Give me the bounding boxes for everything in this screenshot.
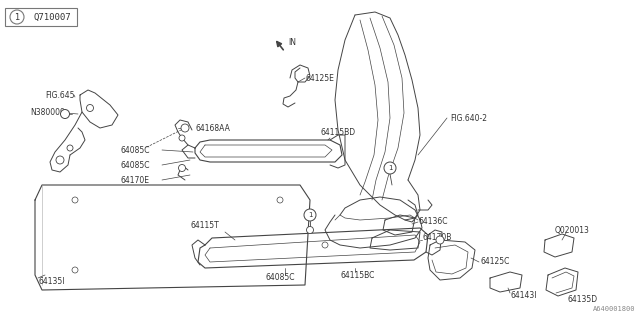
Text: 1: 1: [308, 212, 312, 218]
Text: 64170B: 64170B: [422, 234, 451, 243]
Circle shape: [61, 109, 70, 118]
Circle shape: [384, 162, 396, 174]
Text: Q710007: Q710007: [33, 12, 71, 21]
Bar: [5, 8, 77, 26]
Text: 64125E: 64125E: [305, 74, 334, 83]
Text: 64135D: 64135D: [568, 295, 598, 305]
Circle shape: [72, 267, 78, 273]
Circle shape: [307, 227, 314, 234]
Circle shape: [56, 156, 64, 164]
Text: FIG.640-2: FIG.640-2: [450, 114, 487, 123]
Text: 64085C: 64085C: [120, 146, 150, 155]
Text: 64085C: 64085C: [120, 161, 150, 170]
Circle shape: [67, 145, 73, 151]
Text: Q020013: Q020013: [555, 226, 590, 235]
Text: FIG.645: FIG.645: [45, 91, 74, 100]
Text: 64143I: 64143I: [510, 291, 536, 300]
Text: 64115BD: 64115BD: [320, 127, 355, 137]
Circle shape: [277, 197, 283, 203]
Text: 1: 1: [388, 165, 392, 171]
Text: 64085C: 64085C: [265, 274, 294, 283]
Text: IN: IN: [288, 37, 296, 46]
Circle shape: [436, 236, 444, 244]
Circle shape: [10, 10, 24, 24]
Circle shape: [72, 197, 78, 203]
Circle shape: [181, 124, 189, 132]
Text: 64170E: 64170E: [120, 175, 149, 185]
Text: 64115BC: 64115BC: [340, 270, 374, 279]
Circle shape: [304, 209, 316, 221]
Text: 64125C: 64125C: [480, 258, 509, 267]
Text: 1: 1: [14, 12, 20, 21]
Text: 64136C: 64136C: [418, 218, 447, 227]
Circle shape: [179, 164, 186, 172]
Text: 64168AA: 64168AA: [195, 124, 230, 132]
Circle shape: [179, 135, 185, 141]
Circle shape: [86, 105, 93, 111]
Circle shape: [322, 242, 328, 248]
Text: 64135I: 64135I: [38, 277, 65, 286]
Text: 64115T: 64115T: [190, 220, 219, 229]
Text: N380009: N380009: [30, 108, 65, 116]
Text: A640001800: A640001800: [593, 306, 635, 312]
